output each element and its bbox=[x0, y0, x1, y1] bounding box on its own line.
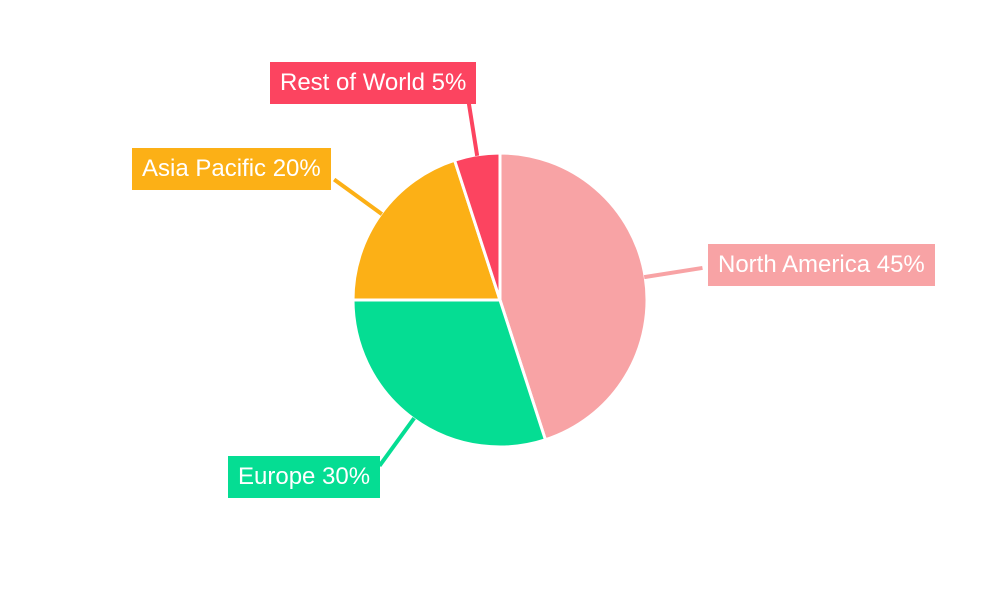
label-asia-pacific: Asia Pacific 20% bbox=[132, 148, 331, 190]
label-north-america: North America 45% bbox=[708, 244, 935, 286]
label-text: North America 45% bbox=[718, 251, 925, 278]
label-text: Europe 30% bbox=[238, 463, 371, 490]
label-text: Asia Pacific 20% bbox=[142, 155, 321, 182]
label-europe: Europe 30% bbox=[228, 456, 381, 498]
leader-line-europe bbox=[377, 416, 416, 468]
label-text: Rest of World 5% bbox=[280, 69, 467, 96]
label-rest-of-world: Rest of World 5% bbox=[270, 62, 477, 104]
leader-line-rest-of-world bbox=[465, 97, 480, 157]
leader-line-asia-pacific bbox=[332, 177, 384, 216]
leader-line-north-america bbox=[643, 265, 703, 280]
